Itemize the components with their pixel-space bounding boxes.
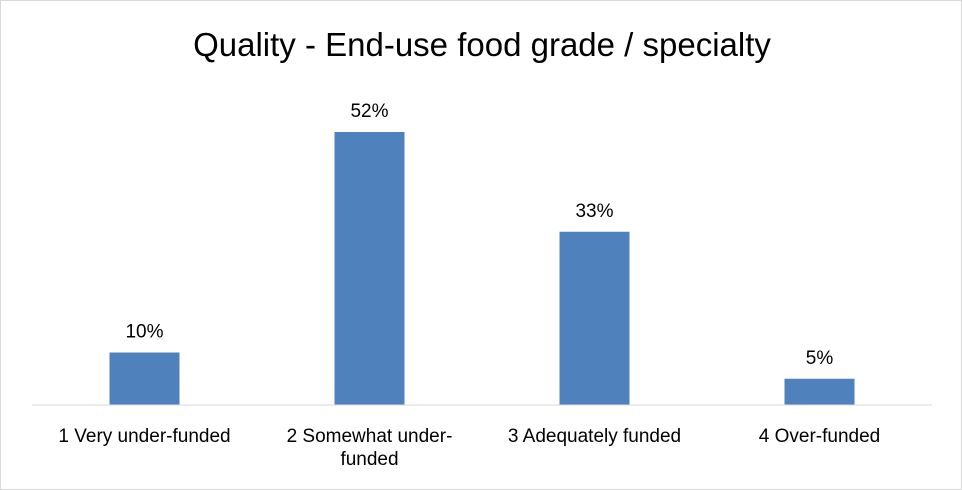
chart-title: Quality - End-use food grade / specialty [193,26,771,63]
x-tick-label-line: 3 Adequately funded [508,426,681,447]
data-labels-group: 10% 52% 33% 5% [125,101,833,369]
bars-group [109,132,855,405]
x-tick-label-3: 3 Adequately funded [508,426,681,447]
data-label-4: 5% [806,348,834,369]
data-label-3: 33% [575,201,613,222]
x-tick-label-line: 2 Somewhat under- [287,426,453,447]
bar-1 [109,352,180,405]
x-tick-label-2: 2 Somewhat under-funded [287,426,453,470]
x-tick-labels-group: 1 Very under-funded 2 Somewhat under-fund… [58,426,880,470]
x-tick-label-1: 1 Very under-funded [58,426,230,447]
x-tick-label-line: funded [340,449,398,470]
data-label-1: 10% [125,322,163,343]
data-label-2: 52% [350,101,388,122]
bar-3 [559,231,630,405]
x-tick-label-line: 4 Over-funded [759,426,880,447]
x-tick-label-4: 4 Over-funded [759,426,880,447]
x-tick-label-line: 1 Very under-funded [58,426,230,447]
bar-2 [334,132,405,405]
bar-4 [784,378,855,405]
